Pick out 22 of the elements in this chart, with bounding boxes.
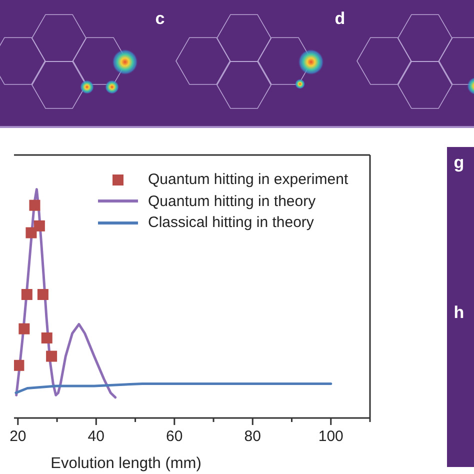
point: [21, 289, 32, 300]
x-tick-label: 80: [244, 428, 261, 445]
point: [46, 350, 58, 362]
text: d: [334, 9, 346, 28]
text: h: [454, 303, 464, 322]
point: [29, 200, 40, 211]
text: c: [155, 9, 165, 28]
point: [26, 227, 37, 238]
legend-label: Quantum hitting in experiment: [148, 171, 348, 188]
legend-label: Quantum hitting in theory: [148, 192, 316, 210]
point: [34, 220, 45, 232]
x-axis-title: Evolution length (mm): [50, 455, 202, 472]
point: [14, 360, 24, 371]
x-tick-label: 40: [88, 428, 104, 445]
text: g: [454, 153, 464, 172]
x-tick-label: 20: [10, 428, 26, 445]
point: [18, 323, 30, 334]
x-tick-label: 100: [318, 428, 344, 445]
point: [41, 332, 52, 344]
x-tick-label: 60: [166, 428, 183, 445]
legend-label: Classical hitting in theory: [148, 214, 314, 232]
point: [37, 289, 48, 300]
